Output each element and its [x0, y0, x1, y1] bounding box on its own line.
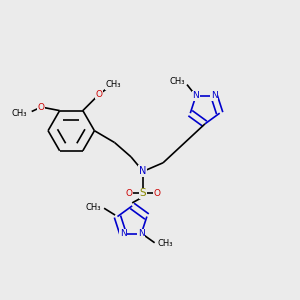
Text: CH₃: CH₃	[170, 77, 185, 86]
Text: O: O	[125, 189, 132, 198]
Text: O: O	[96, 90, 103, 99]
Text: S: S	[140, 188, 146, 198]
Text: O: O	[38, 103, 45, 112]
Text: N: N	[193, 92, 199, 100]
Text: N: N	[120, 229, 127, 238]
Text: CH₃: CH₃	[12, 109, 27, 118]
Text: CH₃: CH₃	[158, 239, 173, 248]
Text: N: N	[211, 92, 218, 100]
Text: CH₃: CH₃	[105, 80, 121, 89]
Text: O: O	[154, 189, 160, 198]
Text: N: N	[138, 229, 145, 238]
Text: N: N	[139, 166, 147, 176]
Text: CH₃: CH₃	[85, 203, 101, 212]
